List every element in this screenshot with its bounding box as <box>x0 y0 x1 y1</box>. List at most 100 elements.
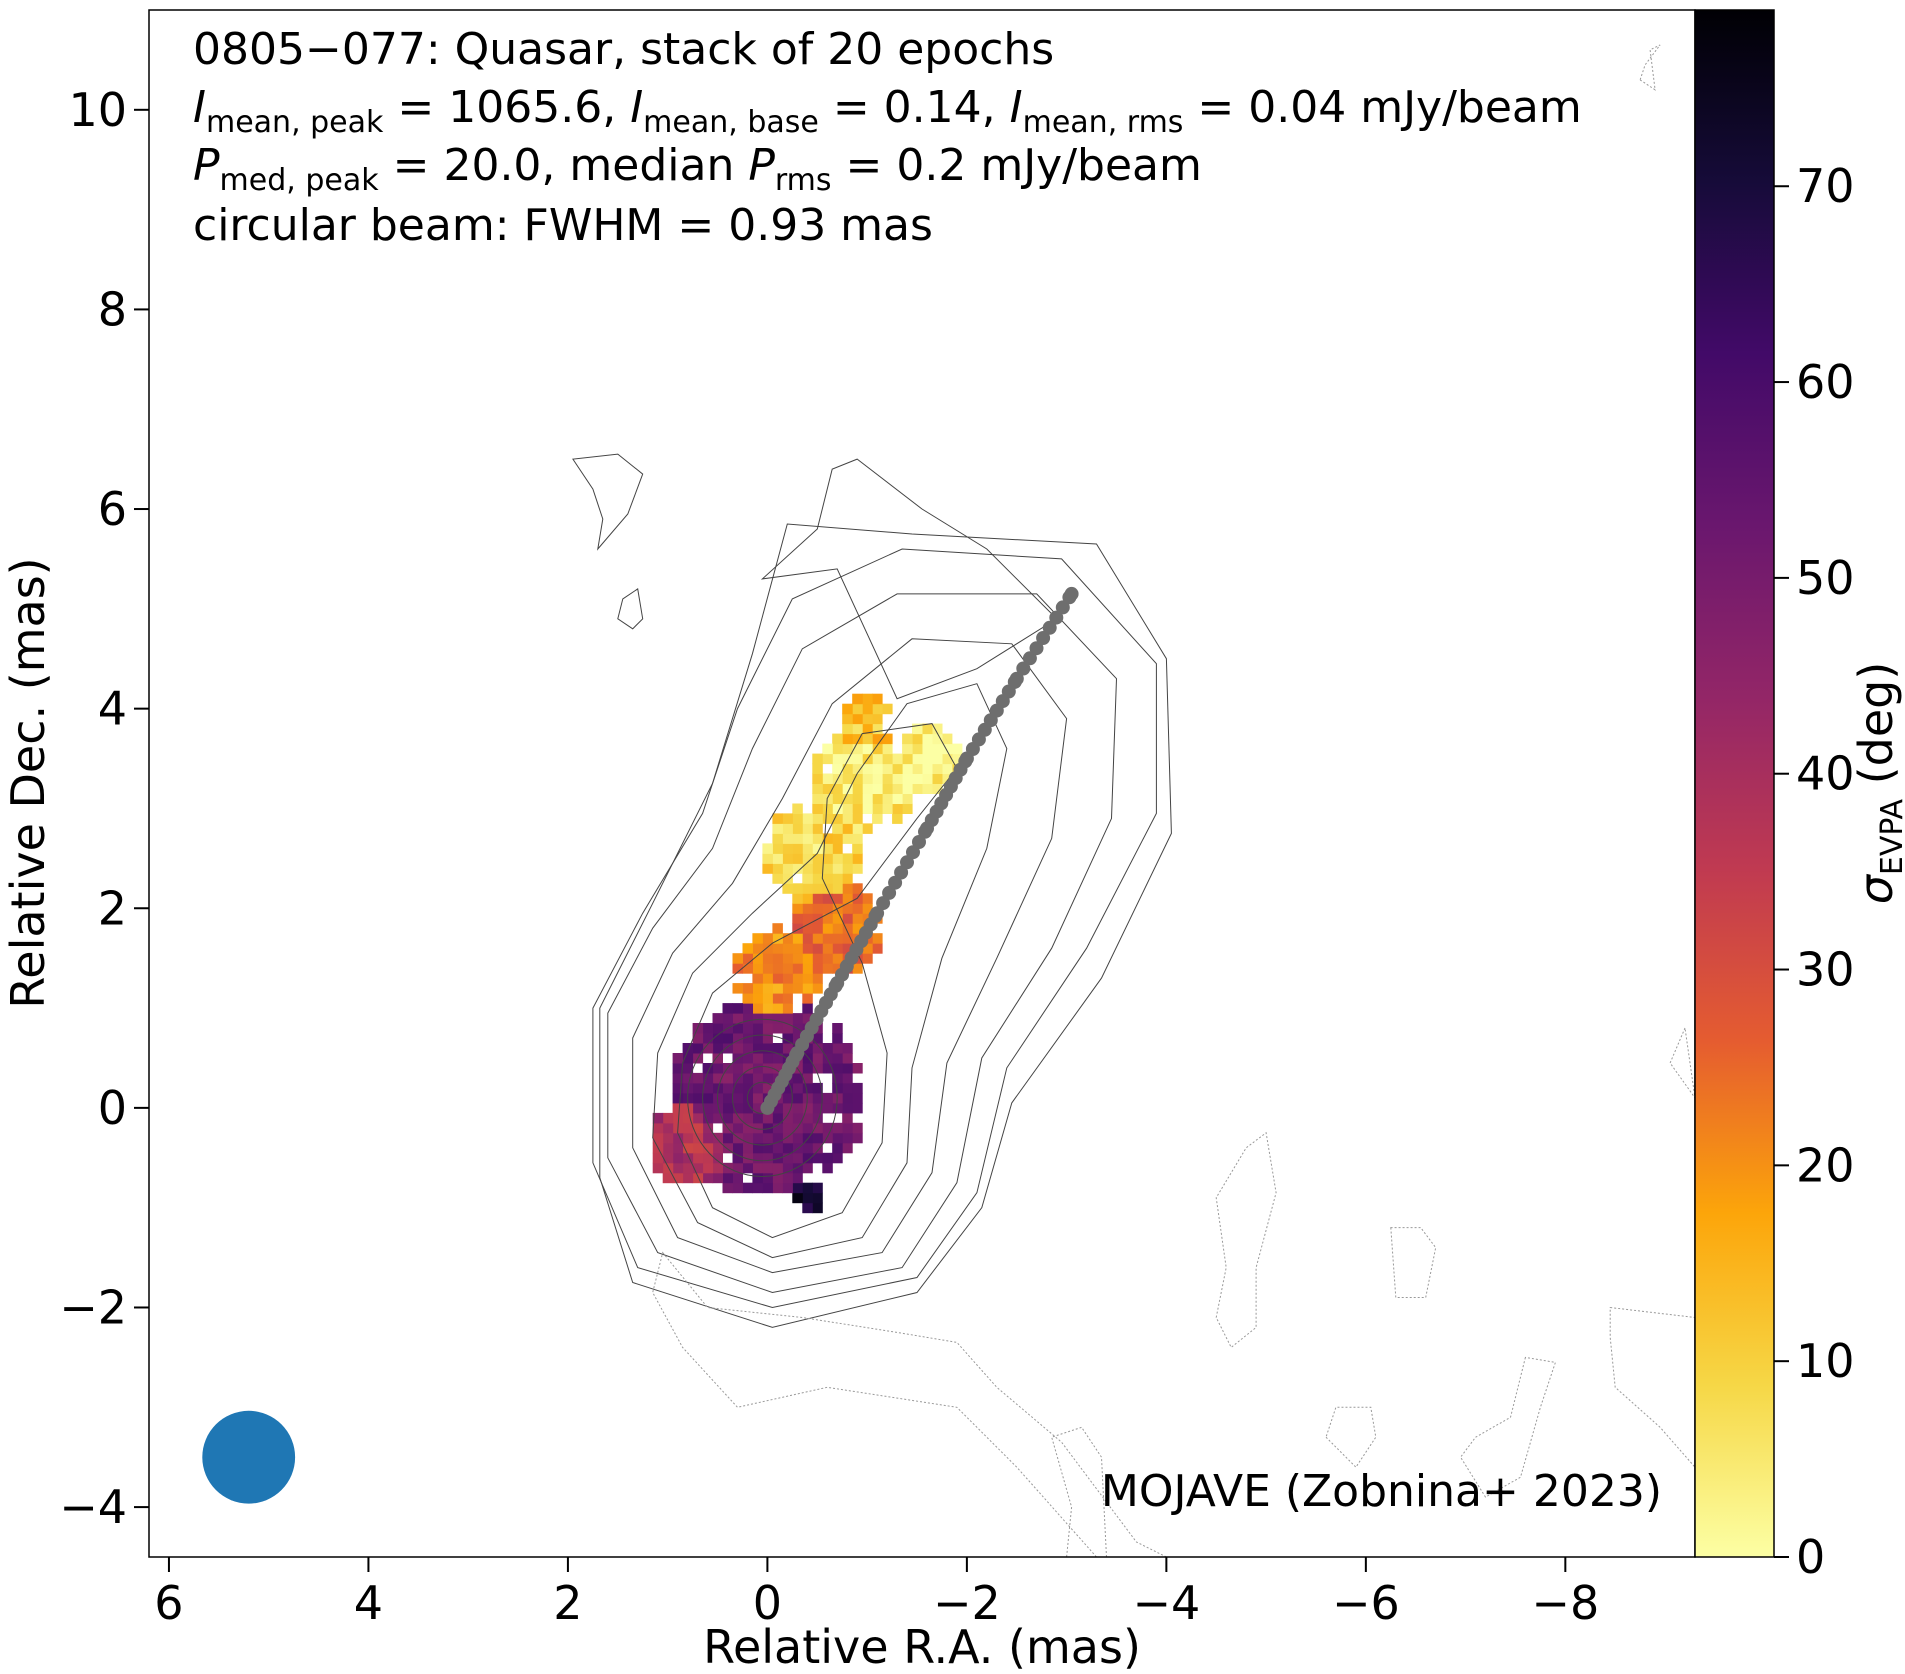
sigma-pixel <box>842 1072 853 1084</box>
sigma-pixel <box>692 1043 704 1054</box>
sigma-pixel <box>772 873 783 884</box>
sigma-pixel <box>892 793 903 804</box>
sigma-pixel <box>722 1112 733 1124</box>
sigma-pixel <box>802 943 813 954</box>
sigma-pixel <box>732 1152 743 1164</box>
sigma-pixel <box>862 903 873 914</box>
sigma-pixel <box>822 773 833 784</box>
sigma-pixel <box>872 793 883 804</box>
sigma-pixel <box>792 1092 803 1104</box>
sigma-pixel <box>802 963 813 974</box>
sigma-pixel <box>702 1033 714 1044</box>
beam-ellipse <box>202 1410 296 1504</box>
sigma-pixel <box>862 793 873 804</box>
sigma-pixel <box>932 773 943 784</box>
sigma-pixel <box>941 733 953 745</box>
sigma-pixel <box>852 1082 863 1094</box>
sigma-pixel <box>682 1172 694 1184</box>
sigma-pixel <box>722 1003 733 1014</box>
intensity-symbol-3: I <box>1010 82 1023 133</box>
sigma-pixel <box>872 783 883 794</box>
sigma-pixel <box>812 953 823 964</box>
x-axis-title: Relative R.A. (mas) <box>703 1620 1141 1674</box>
annotation-polarization: Pmed, peak = 20.0, median Prms = 0.2 mJy… <box>193 140 1202 198</box>
y-tick-label: 10 <box>68 83 127 137</box>
sigma-pixel <box>872 693 883 705</box>
sigma-pixel <box>842 723 853 735</box>
sigma-pixel <box>832 813 843 824</box>
sigma-pixel <box>742 1072 753 1084</box>
colorbar-tick-label: 50 <box>1796 551 1855 605</box>
sigma-pixel <box>762 843 773 854</box>
polarization-symbol-2: P <box>748 140 775 191</box>
sigma-pixel <box>762 1142 773 1154</box>
sigma-pixel <box>702 1122 714 1134</box>
sigma-pixel <box>872 803 883 814</box>
intensity-contour <box>677 723 958 1239</box>
sigma-pixel <box>842 833 853 844</box>
sigma-pixel <box>842 733 853 745</box>
sigma-pixel <box>842 763 853 774</box>
sigma-pixel <box>792 1152 803 1164</box>
plot-layers <box>202 44 1695 1557</box>
sigma-pixel <box>712 1142 723 1154</box>
sigma-pixel <box>822 813 833 824</box>
sigma-pixel <box>842 793 853 804</box>
sigma-pixel <box>732 983 743 994</box>
intensity-contour <box>607 593 1118 1294</box>
sigma-pixel <box>732 1182 743 1194</box>
sigma-pixel <box>802 973 813 984</box>
sigma-pixel <box>662 1112 674 1124</box>
sigma-pixel <box>882 773 893 784</box>
colorbar <box>1694 9 1775 1558</box>
sigma-pixel <box>772 863 783 874</box>
sigma-pixel <box>712 1063 723 1074</box>
y-axis: −4 −2 0 2 4 6 8 10 <box>59 83 149 1534</box>
intensity-value-peak: = 1065.6, <box>383 82 630 133</box>
ridge-point <box>1055 600 1070 615</box>
sigma-pixel <box>652 1132 664 1144</box>
sigma-pixel <box>802 913 813 924</box>
sigma-pixel <box>682 1112 694 1124</box>
sigma-pixel <box>732 953 743 964</box>
sigma-pixel <box>672 1142 684 1154</box>
ridge-point <box>900 855 914 870</box>
sigma-pixel <box>812 903 823 914</box>
sigma-pixel <box>742 1142 753 1154</box>
sigma-pixel <box>702 1152 714 1164</box>
sigma-pixel <box>832 823 843 834</box>
sigma-pixel <box>802 1053 813 1064</box>
core-contour <box>702 1034 823 1162</box>
sigma-pixel <box>772 843 783 854</box>
sigma-pixel <box>802 1003 813 1014</box>
sigma-pixel <box>842 923 853 934</box>
sigma-pixel <box>802 1013 813 1024</box>
sigma-pixel <box>862 943 873 954</box>
sigma-pixel <box>951 743 963 755</box>
sigma-pixel <box>752 1013 763 1024</box>
sigma-pixel <box>762 943 773 954</box>
sigma-pixel <box>692 1072 704 1084</box>
sigma-pixel <box>732 1043 743 1054</box>
sigma-pixel <box>852 783 863 794</box>
sigma-pixel <box>832 1102 843 1114</box>
sigma-pixel <box>951 753 963 765</box>
sigma-pixel <box>732 1063 743 1074</box>
ridge-point <box>1036 631 1051 645</box>
sigma-pixel <box>742 1063 753 1074</box>
sigma-pixel <box>782 863 793 874</box>
sigma-pixel <box>772 1172 783 1184</box>
colorbar-tick-label: 70 <box>1796 159 1855 213</box>
sigma-pixel <box>792 833 803 844</box>
sigma-pixel <box>712 1072 723 1084</box>
sigma-pixel <box>852 753 863 765</box>
sigma-pixel <box>792 963 803 974</box>
sigma-pixel <box>872 763 883 774</box>
sigma-pixel <box>772 993 783 1004</box>
sigma-pixel <box>812 793 823 804</box>
sigma-pixel <box>832 1033 843 1044</box>
sigma-pixel <box>822 853 833 864</box>
sigma-pixel <box>732 1023 743 1034</box>
sigma-pixel <box>852 713 863 725</box>
sigma-pixel <box>852 763 863 774</box>
